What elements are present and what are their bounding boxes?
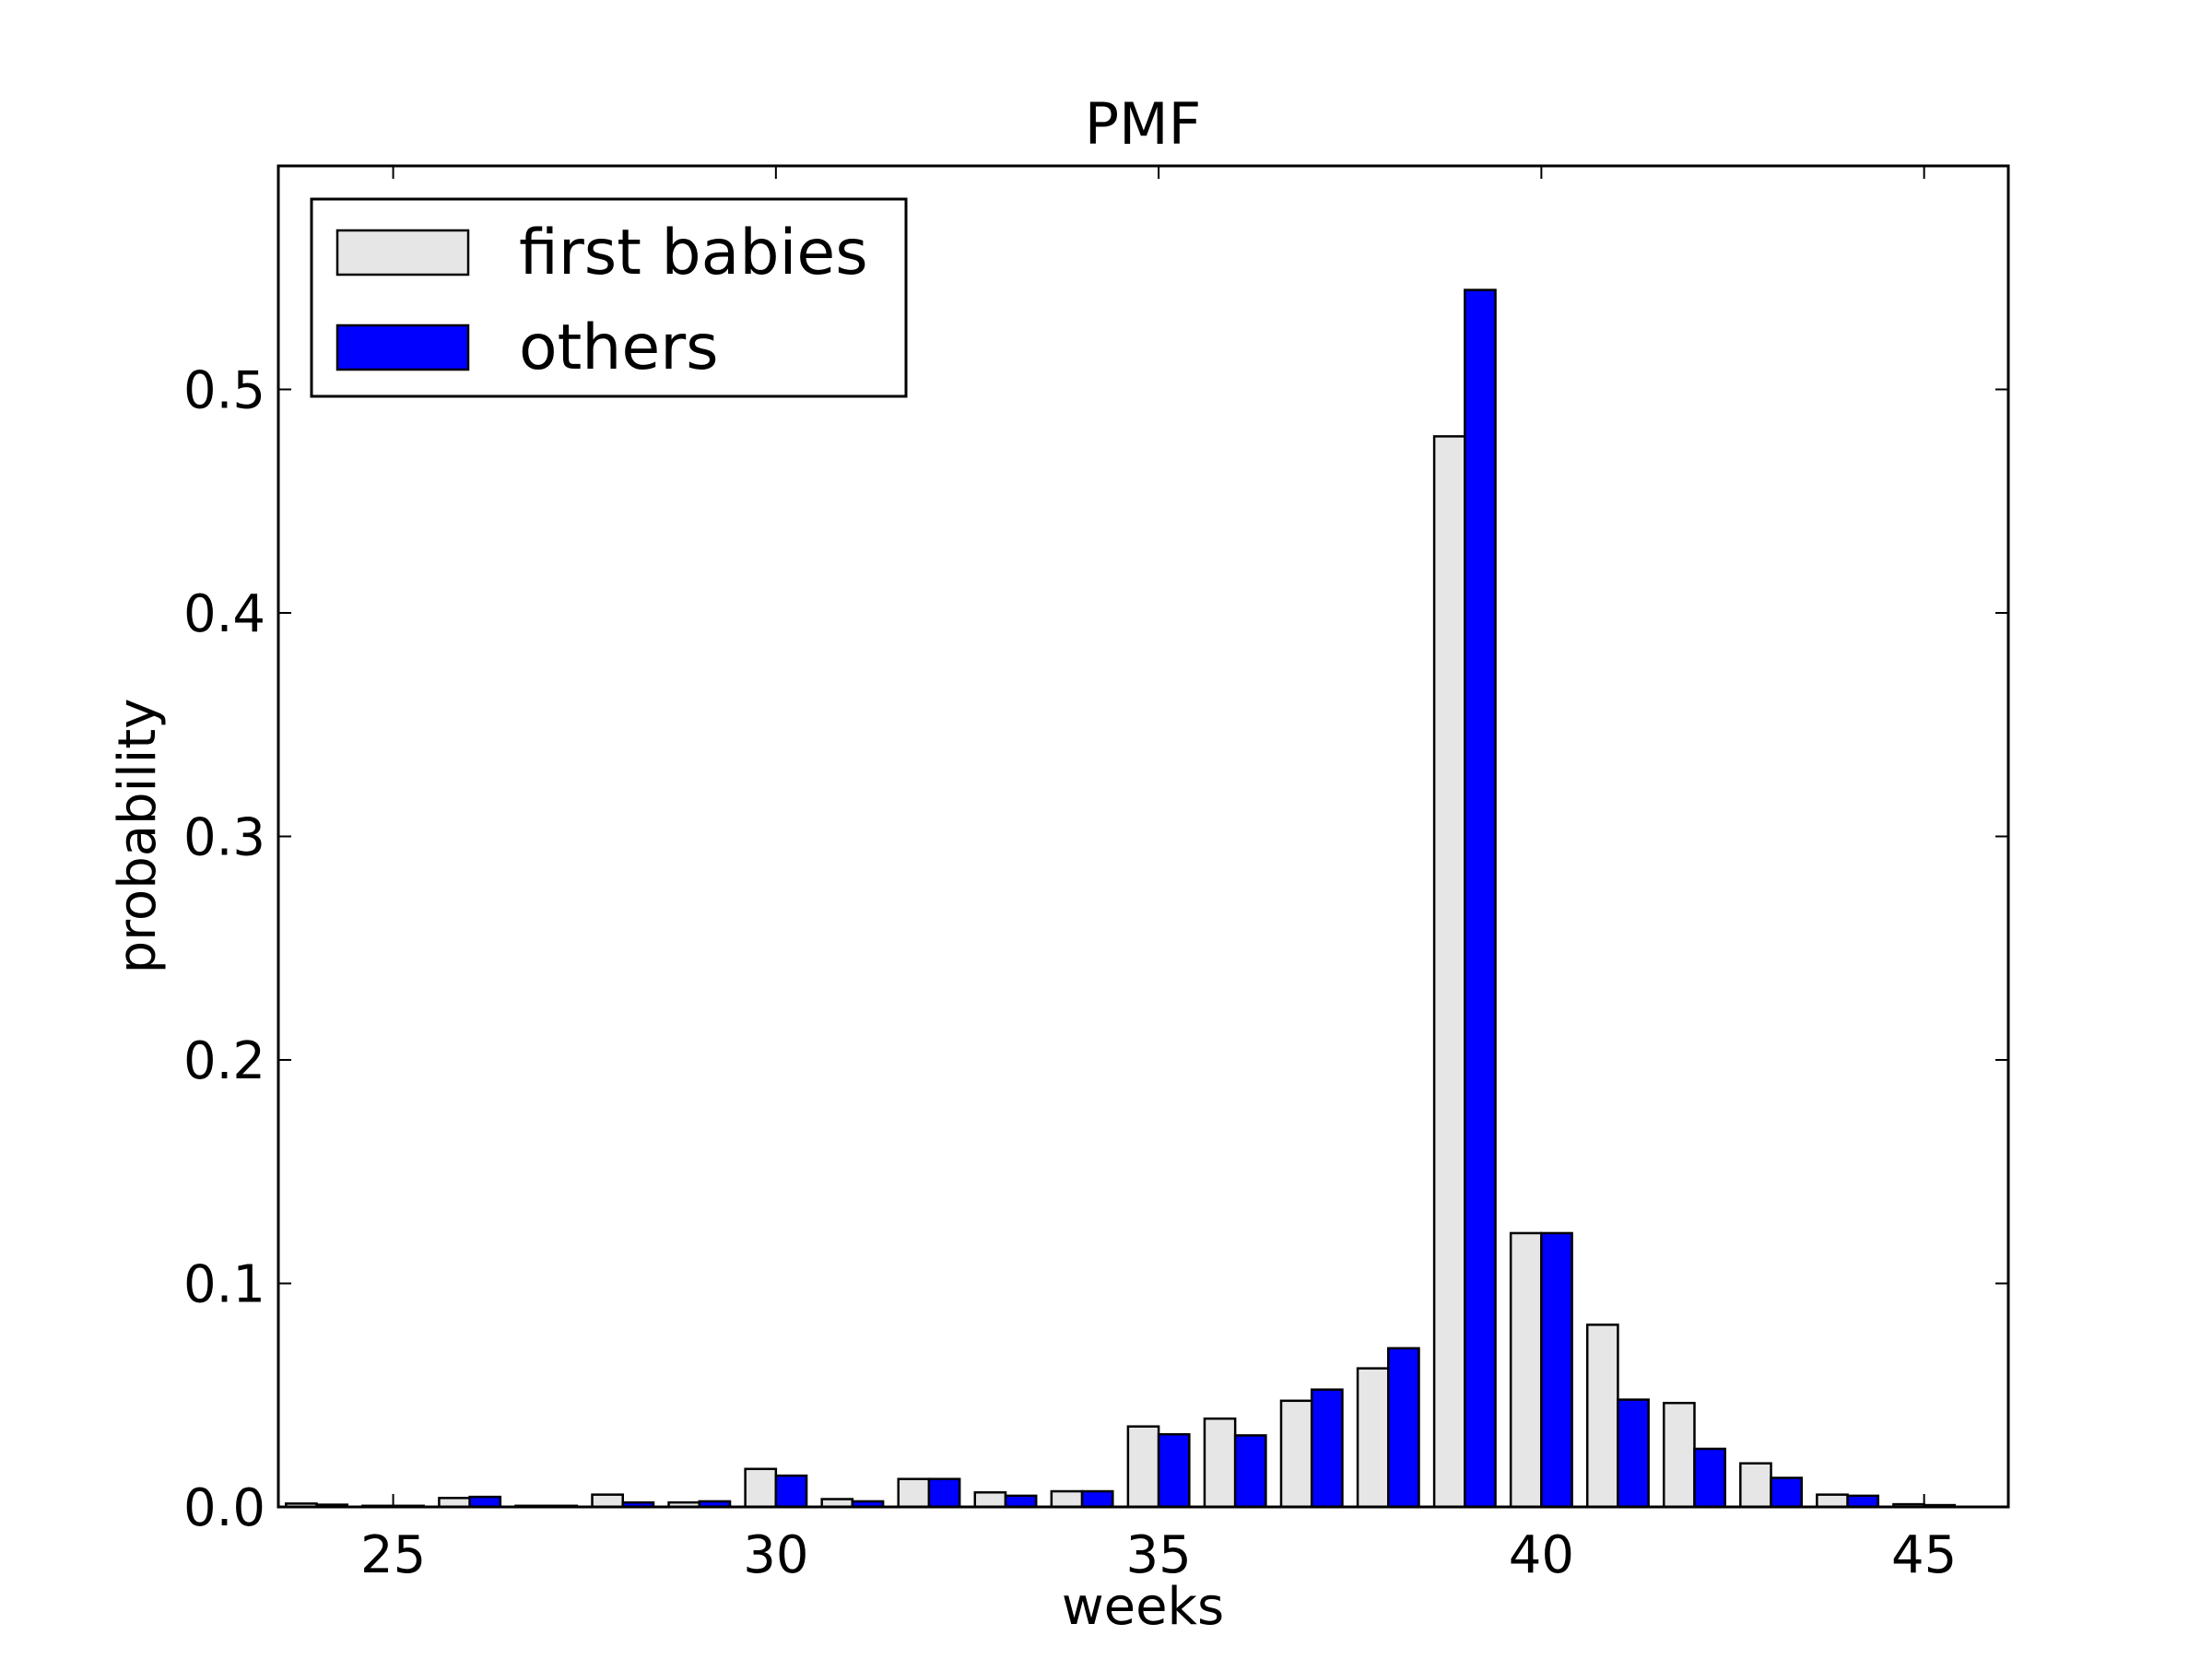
bar-others-39 xyxy=(1464,288,1497,1509)
y-tick-label-0: 0.0 xyxy=(183,1478,265,1538)
bar-first-babies-43 xyxy=(1739,1462,1772,1509)
bar-others-40 xyxy=(1540,1231,1573,1509)
x-tick-label-30: 30 xyxy=(743,1525,808,1585)
bar-others-32 xyxy=(927,1477,961,1509)
bar-others-38 xyxy=(1387,1347,1420,1509)
x-tick-label-45: 45 xyxy=(1891,1525,1957,1585)
bar-first-babies-33 xyxy=(973,1490,1007,1509)
bar-others-34 xyxy=(1080,1489,1114,1509)
x-axis-label: weeks xyxy=(1062,1577,1224,1637)
bar-others-26 xyxy=(468,1495,502,1509)
bar-first-babies-44 xyxy=(1816,1493,1849,1509)
y-axis-label: probability xyxy=(108,699,168,974)
x-tick-label-40: 40 xyxy=(1509,1525,1574,1585)
bar-others-36 xyxy=(1233,1434,1267,1509)
ticks-layer: 25 30 35 40 45 0.0 0.1 0.2 0.3 0.4 0.5 xyxy=(183,166,2008,1585)
bar-first-babies-41 xyxy=(1585,1324,1619,1509)
x-tick-label-35: 35 xyxy=(1125,1525,1191,1585)
bar-first-babies-38 xyxy=(1356,1367,1390,1509)
bar-others-41 xyxy=(1617,1398,1650,1509)
chart-title: PMF xyxy=(1085,90,1202,158)
legend-swatch-first-babies xyxy=(335,229,470,276)
y-tick-label-3: 0.3 xyxy=(183,808,265,868)
bar-first-babies-39 xyxy=(1432,435,1466,1509)
bar-first-babies-34 xyxy=(1050,1489,1084,1509)
legend-label-others: others xyxy=(519,312,719,384)
bar-first-babies-35 xyxy=(1126,1425,1160,1509)
legend: first babies others xyxy=(310,197,908,398)
bar-others-30 xyxy=(774,1474,808,1509)
y-tick-label-2: 0.2 xyxy=(183,1031,265,1091)
bar-others-44 xyxy=(1846,1494,1880,1509)
x-tick-label-25: 25 xyxy=(360,1525,426,1585)
bar-first-babies-42 xyxy=(1663,1401,1696,1509)
bar-first-babies-32 xyxy=(897,1477,931,1509)
bar-others-33 xyxy=(1004,1494,1038,1509)
bar-first-babies-37 xyxy=(1279,1399,1313,1509)
bar-first-babies-30 xyxy=(744,1467,778,1509)
y-tick-label-4: 0.4 xyxy=(183,584,265,644)
bar-others-42 xyxy=(1693,1447,1726,1509)
legend-label-first-babies: first babies xyxy=(519,217,868,289)
y-tick-label-5: 0.5 xyxy=(183,361,265,421)
bar-first-babies-40 xyxy=(1509,1231,1543,1509)
bars-layer xyxy=(285,288,1957,1509)
y-tick-label-1: 0.1 xyxy=(183,1255,265,1315)
bar-first-babies-28 xyxy=(591,1493,624,1509)
bar-others-43 xyxy=(1770,1477,1804,1509)
bar-others-35 xyxy=(1157,1432,1191,1509)
legend-swatch-others xyxy=(335,324,470,371)
bar-first-babies-36 xyxy=(1203,1417,1237,1509)
bar-others-37 xyxy=(1310,1388,1344,1509)
